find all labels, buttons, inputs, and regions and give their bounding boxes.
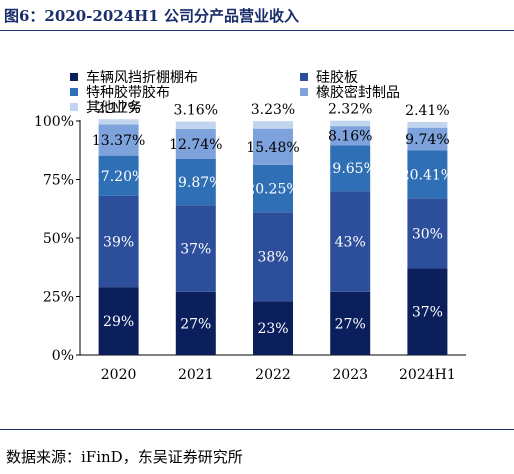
bar-2024H1-series-5 (407, 122, 448, 128)
legend-label-2: 硅胶板 (316, 69, 358, 86)
bar-2021-series-5 (175, 121, 216, 129)
data-label-2023-series-2: 43% (335, 235, 366, 251)
data-label-2022-series-5: 3.23% (251, 102, 295, 118)
data-label-2021-series-2: 37% (180, 242, 211, 258)
data-label-2023-series-1: 27% (335, 316, 366, 332)
x-tick-label-1: 2020 (101, 367, 137, 383)
bar-2022-series-1 (253, 301, 293, 355)
bar-2021-series-4 (175, 128, 216, 159)
data-label-2021-series-1: 27% (180, 316, 211, 332)
data-label-2020-series-4: 13.37% (92, 133, 145, 149)
data-label-2021-series-3: 19.87% (169, 175, 222, 191)
bar-2022-series-2 (253, 212, 293, 302)
legend-label-3: 特种胶带胶布 (86, 84, 170, 101)
legend-swatch-3 (70, 88, 78, 96)
legend-label-5: 其他业务 (86, 100, 142, 116)
x-tick-label-4: 2023 (332, 367, 368, 383)
x-tick-label-2: 2021 (178, 367, 214, 383)
data-label-2020-series-1: 29% (103, 314, 134, 330)
bar-2022-series-4 (253, 128, 293, 165)
data-label-2024H1-series-5: 2.41% (405, 103, 449, 119)
x-tick-label-3: 2022 (255, 367, 291, 383)
bar-2020-series-2 (98, 195, 139, 288)
chart-title: 图6：2020-2024H1 公司分产品营业收入 (4, 7, 299, 25)
data-label-2024H1-series-4: 9.74% (405, 132, 449, 148)
source-note: 数据来源：iFinD，东吴证券研究所 (6, 448, 243, 466)
data-label-2020-series-2: 39% (103, 235, 134, 251)
bar-2024H1-series-2 (407, 198, 448, 269)
data-label-2023-series-3: 19.65% (324, 161, 377, 177)
legend-swatch-2 (300, 73, 308, 81)
data-label-2023-series-5: 2.32% (328, 102, 372, 118)
title-bar: 图6：2020-2024H1 公司分产品营业收入 (0, 0, 514, 31)
data-label-2020-series-3: 17.20% (92, 169, 145, 185)
y-tick-label-4: 75% (43, 173, 74, 189)
bar-2020-series-5 (98, 119, 139, 125)
data-label-2022-series-4: 15.48% (246, 140, 299, 156)
bar-2023-series-5 (330, 120, 371, 127)
data-label-2021-series-4: 12.74% (169, 137, 222, 153)
bar-2024H1-series-3 (407, 150, 448, 199)
legend-swatch-1 (70, 73, 78, 81)
data-label-2024H1-series-3: 20.41% (401, 167, 454, 183)
bar-2024H1-series-4 (407, 127, 448, 151)
bar-2023-series-4 (330, 126, 371, 146)
legend-swatch-4 (300, 88, 308, 96)
source-divider (0, 429, 514, 430)
bar-2021-series-3 (175, 158, 216, 206)
bar-2020-series-3 (98, 155, 139, 196)
x-tick-label-5: 2024H1 (399, 367, 456, 383)
bar-2024H1-series-1 (407, 268, 448, 355)
data-label-2024H1-series-1: 37% (412, 305, 443, 321)
bar-2022-series-3 (253, 164, 293, 213)
data-label-2021-series-5: 3.16% (174, 103, 218, 119)
bar-2020-series-4 (98, 124, 139, 156)
y-tick-label-2: 25% (43, 290, 74, 306)
legend-label-1: 车辆风挡折棚棚布 (86, 69, 198, 86)
legend-swatch-5 (70, 103, 78, 111)
y-tick-label-5: 100% (34, 114, 74, 130)
y-tick-label-3: 50% (43, 231, 74, 247)
data-label-2023-series-4: 8.16% (328, 129, 372, 145)
data-label-2024H1-series-2: 30% (412, 226, 443, 242)
data-label-2020-series-5: 2.17% (96, 100, 140, 116)
data-label-2022-series-1: 23% (257, 321, 288, 337)
y-tick-label-1: 0% (52, 348, 74, 364)
bar-2021-series-2 (175, 205, 216, 292)
data-label-2022-series-3: 20.25% (246, 182, 299, 198)
bar-2023-series-2 (330, 191, 371, 292)
bar-2021-series-1 (175, 291, 216, 355)
legend-label-4: 橡胶密封制品 (316, 84, 400, 101)
bar-2023-series-1 (330, 291, 371, 355)
bar-2023-series-3 (330, 145, 371, 192)
bar-2022-series-5 (253, 121, 293, 129)
data-label-2022-series-2: 38% (257, 250, 288, 266)
bar-2020-series-1 (98, 287, 139, 355)
